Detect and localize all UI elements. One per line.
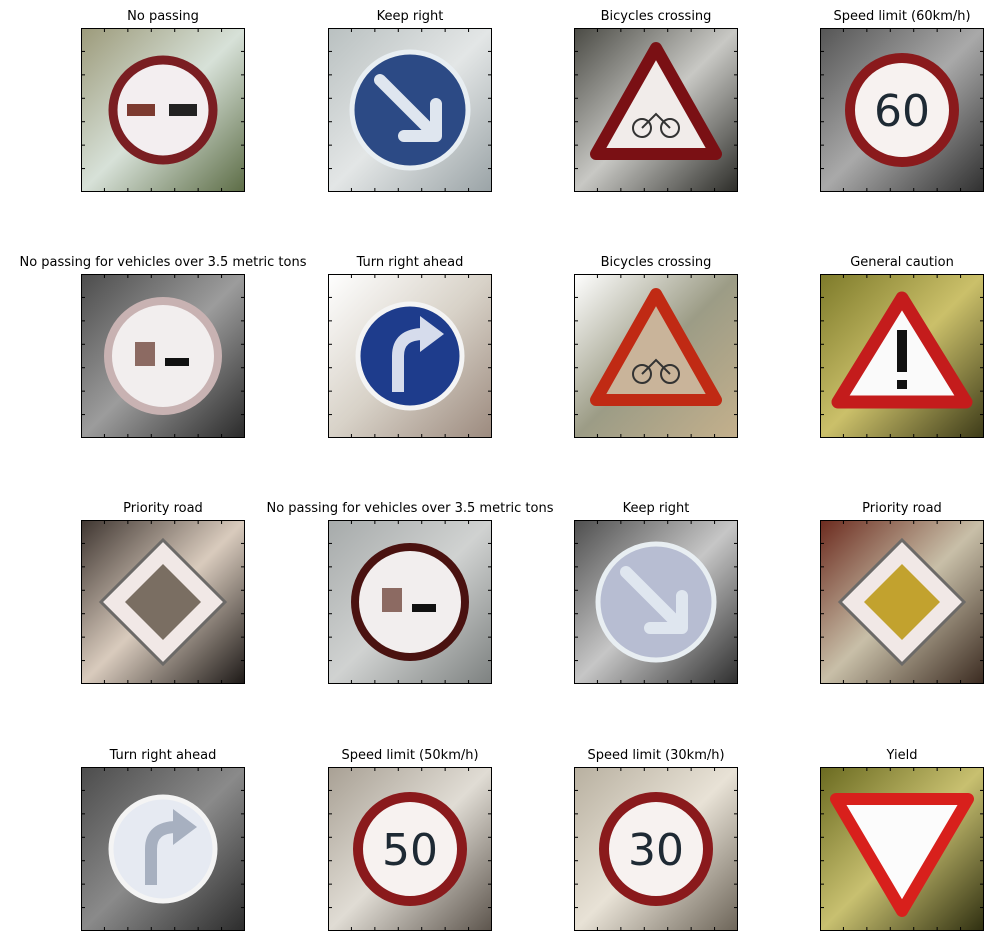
panel-frame [574,28,738,192]
sign-image [820,520,984,684]
sign-image [820,767,984,931]
panel-frame [81,520,245,684]
sign-image [574,274,738,438]
panel-title: Speed limit (60km/h) [833,9,970,24]
panel-title: Priority road [862,501,942,516]
panel-title: General caution [850,255,954,270]
sign-panel: General caution [820,255,984,438]
panel-frame [574,520,738,684]
sign-panel: Priority road [81,501,245,684]
panel-frame [820,28,984,192]
sign-image [81,767,245,931]
sign-image [574,28,738,192]
sign-panel: Turn right ahead [328,255,492,438]
panel-frame [328,274,492,438]
panel-frame [574,767,738,931]
panel-frame [574,274,738,438]
sign-panel: 30 Speed limit (30km/h) [574,748,738,931]
svg-text:60: 60 [874,86,930,137]
panel-frame [81,274,245,438]
panel-title: Turn right ahead [356,255,464,270]
sign-image: 50 [328,767,492,931]
panel-frame [328,28,492,192]
panel-title: Yield [886,748,918,763]
sign-panel: No passing [81,9,245,192]
sign-image [574,520,738,684]
panel-title: No passing for vehicles over 3.5 metric … [19,255,306,270]
panel-frame [328,767,492,931]
sign-image [328,28,492,192]
sign-image: 30 [574,767,738,931]
sign-image [81,28,245,192]
panel-frame [328,520,492,684]
sign-panel: Priority road [820,501,984,684]
sign-panel: Bicycles crossing [574,9,738,192]
sign-image [328,520,492,684]
panel-title: Priority road [123,501,203,516]
panel-title: No passing [127,9,199,24]
panel-title: Bicycles crossing [601,9,712,24]
panel-title: Keep right [623,501,690,516]
sign-panel: Bicycles crossing [574,255,738,438]
sign-image [81,520,245,684]
sign-panel: No passing for vehicles over 3.5 metric … [266,501,554,684]
panel-frame [81,28,245,192]
panel-title: Turn right ahead [109,748,217,763]
panel-title: Speed limit (50km/h) [341,748,478,763]
sign-panel: Keep right [574,501,738,684]
sign-image [820,274,984,438]
svg-text:50: 50 [382,825,438,876]
panel-frame [81,767,245,931]
sign-image [81,274,245,438]
sign-panel: Keep right [328,9,492,192]
sign-image [328,274,492,438]
panel-title: Bicycles crossing [601,255,712,270]
svg-text:30: 30 [628,825,684,876]
sign-panel: Turn right ahead [81,748,245,931]
panel-title: Keep right [377,9,444,24]
panel-title: Speed limit (30km/h) [587,748,724,763]
sign-panel: Yield [820,748,984,931]
panel-frame [820,520,984,684]
sign-panel: No passing for vehicles over 3.5 metric … [19,255,307,438]
sign-panel: 50 Speed limit (50km/h) [328,748,492,931]
sign-panel: 60 Speed limit (60km/h) [820,9,984,192]
sign-image: 60 [820,28,984,192]
panel-title: No passing for vehicles over 3.5 metric … [266,501,553,516]
panel-frame [820,274,984,438]
panel-frame [820,767,984,931]
